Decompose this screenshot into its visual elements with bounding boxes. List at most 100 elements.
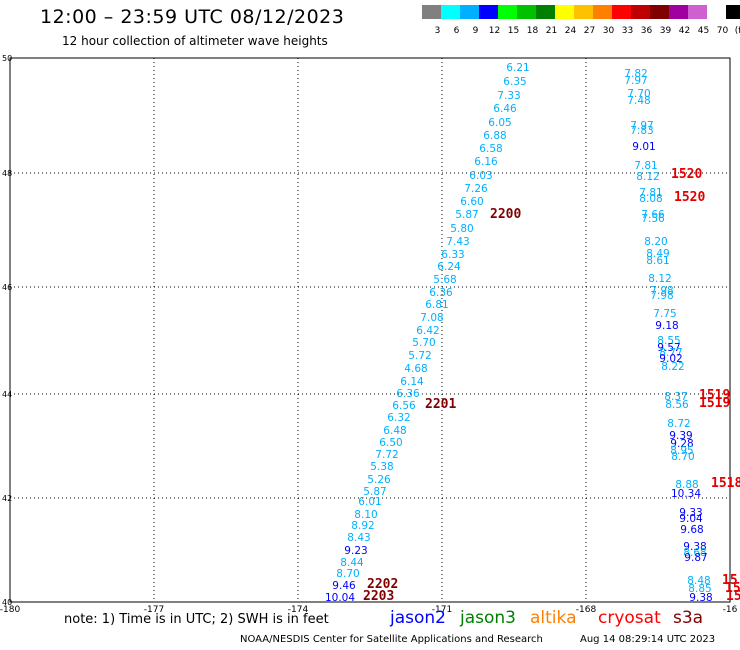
legend-label: 30 <box>602 26 615 36</box>
pass-time-label: 15 <box>726 589 740 604</box>
wave-height-label: 9.28 <box>670 438 693 450</box>
satellite-jason2-label: jason2 <box>390 608 446 628</box>
wave-height-label: 10.34 <box>671 488 701 500</box>
x-tick-label: -16 <box>723 605 738 615</box>
wave-height-label: 9.38 <box>689 592 712 604</box>
legend-label: 15 <box>507 26 520 36</box>
wave-height-label: 8.61 <box>646 255 669 267</box>
legend-swatch <box>707 5 726 19</box>
wave-height-label: 6.33 <box>441 249 464 261</box>
legend-swatch <box>460 5 479 19</box>
wave-height-label: 8.10 <box>354 509 377 521</box>
legend-swatch <box>479 5 498 19</box>
note-text: note: 1) Time is in UTC; 2) SWH is in fe… <box>64 612 329 627</box>
wave-height-label: 7.97 <box>624 75 647 87</box>
pass-time-label: 1519 <box>699 396 730 411</box>
legend-label: 42 <box>678 26 691 36</box>
wave-height-label: 6.32 <box>387 412 410 424</box>
wave-height-label: 9.33 <box>679 507 702 519</box>
wave-height-label: 9.02 <box>659 353 682 365</box>
wave-height-label: 7.97 <box>630 120 653 132</box>
wave-height-label: 6.36 <box>429 287 453 299</box>
y-tick-label: 46 <box>2 283 12 292</box>
pass-time-label: 2202 <box>367 577 398 592</box>
wave-height-label: 8.48 <box>687 575 710 587</box>
wave-height-label: 6.16 <box>474 156 498 168</box>
x-tick-label: -177 <box>144 605 164 615</box>
legend-swatch <box>555 5 574 19</box>
wave-height-label: 9.39 <box>669 430 692 442</box>
wave-height-label: 8.12 <box>648 273 671 285</box>
wave-height-label: 6.88 <box>483 130 506 142</box>
legend-label: 24 <box>564 26 577 36</box>
legend-swatch <box>536 5 555 19</box>
wave-height-label: 9.68 <box>680 524 703 536</box>
satellite-altika-label: altika <box>530 608 577 628</box>
y-tick-label: 44 <box>2 390 12 399</box>
wave-height-label: 8.20 <box>644 236 667 248</box>
legend-label: 45 <box>697 26 710 36</box>
wave-height-label: 6.05 <box>488 117 511 129</box>
wave-height-label: 6.42 <box>416 325 439 337</box>
legend-label: 12 <box>488 26 501 36</box>
legend-label: 18 <box>526 26 539 36</box>
wave-height-label: 5.70 <box>412 337 435 349</box>
legend-swatch <box>688 5 707 19</box>
wave-height-label: 7.70 <box>627 88 650 100</box>
wave-height-label: 9.01 <box>632 141 655 153</box>
wave-height-label: 7.98 <box>650 285 673 297</box>
wave-height-label: 5.38 <box>370 461 393 473</box>
wave-height-label: 6.24 <box>437 261 461 273</box>
pass-time-label: 1518 <box>711 476 740 491</box>
wave-height-label: 7.81 <box>634 160 657 172</box>
footer-timestamp: Aug 14 08:29:14 UTC 2023 <box>580 634 716 645</box>
pass-time-label: 2200 <box>490 207 521 222</box>
wave-height-label: 8.55 <box>657 335 680 347</box>
wave-height-label: 8.12 <box>636 171 659 183</box>
map-title: 12:00 – 23:59 UTC 08/12/2023 <box>40 6 345 28</box>
wave-height-label: 6.03 <box>469 170 492 182</box>
wave-height-label: 5.26 <box>367 474 391 486</box>
satellite-jason3-label: jason3 <box>460 608 516 628</box>
wave-height-label: 6.60 <box>460 196 483 208</box>
x-tick-label: -180 <box>0 605 20 615</box>
wave-height-label: 6.81 <box>425 299 448 311</box>
y-tick-label: 40 <box>2 598 12 607</box>
y-tick-label: 50 <box>2 54 12 63</box>
pass-time-label: 2203 <box>363 589 394 604</box>
wave-height-label: 6.56 <box>392 400 416 412</box>
wave-height-label: 7.33 <box>497 90 520 102</box>
pass-time-label: 1519 <box>699 388 730 403</box>
legend-swatch <box>441 5 460 19</box>
wave-height-label: 8.77 <box>659 347 682 359</box>
legend-swatch <box>498 5 517 19</box>
wave-height-label: 8.43 <box>347 532 370 544</box>
pass-time-label: 2201 <box>425 397 456 412</box>
x-tick-label: -171 <box>432 605 452 615</box>
pass-time-label: 15 <box>722 573 738 588</box>
wave-height-label: 6.14 <box>400 376 424 388</box>
wave-height-label: 6.01 <box>358 496 381 508</box>
wave-height-label: 5.80 <box>450 223 473 235</box>
pass-time-label: 1520 <box>671 167 702 182</box>
wave-height-label: 9.18 <box>655 320 678 332</box>
footer-credit: NOAA/NESDIS Center for Satellite Applica… <box>240 634 543 645</box>
legend-swatch <box>612 5 631 19</box>
wave-height-label: 6.58 <box>479 143 502 155</box>
wave-height-label: 7.26 <box>464 183 488 195</box>
y-tick-label: 48 <box>2 169 12 178</box>
wave-height-label: 8.37 <box>664 391 687 403</box>
legend-label: 9 <box>472 26 479 36</box>
legend-label: 39 <box>659 26 672 36</box>
satellite-s3a-label: s3a <box>673 608 704 628</box>
wave-height-label: 6.46 <box>493 103 517 115</box>
wave-height-label: 6.36 <box>396 388 420 400</box>
pass-time-label: 1520 <box>674 190 705 205</box>
satellite-cryosat-label: cryosat <box>598 608 661 628</box>
legend-label: 21 <box>545 26 558 36</box>
legend-label: 36 <box>640 26 653 36</box>
wave-height-label: 7.56 <box>641 213 665 225</box>
wave-height-label: 8.95 <box>670 445 693 457</box>
